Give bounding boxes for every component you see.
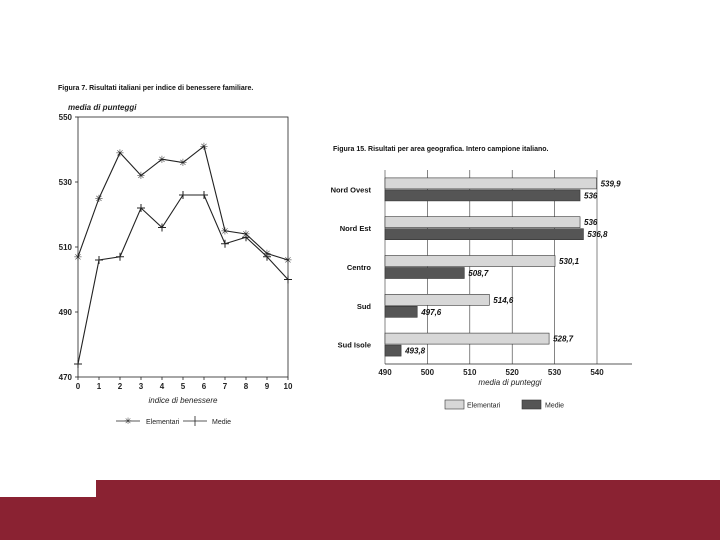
figure-7-series-line-elementari [77, 145, 289, 261]
figure-7-xtick-label: 10 [284, 382, 293, 391]
figure-15-data-label: 508,7 [468, 269, 489, 278]
figure-7-point-medie [221, 239, 229, 248]
figure-7-xtick-label: 0 [76, 382, 81, 391]
figure-7-point-medie [116, 252, 124, 261]
figure-15-data-label: 493,8 [404, 347, 426, 356]
figure-7-ylabel: media di punteggi [68, 103, 137, 112]
figure-15-category-label: Centro [347, 263, 372, 272]
figure-7-ytick-label: 550 [59, 113, 73, 122]
figure-15-xlabel: media di punteggi [478, 378, 541, 387]
footer-tab [96, 480, 720, 500]
figure-15-xtick-label: 520 [506, 368, 520, 377]
figure-7-xtick-label: 4 [160, 382, 165, 391]
figure-15-bar-medie [384, 189, 581, 202]
figure-15-xtick-label: 530 [548, 368, 562, 377]
figure-7-point-medie [242, 233, 250, 242]
figure-7-point-medie [95, 256, 103, 264]
figure-15-data-label: 514,6 [493, 296, 514, 305]
figure-7-xtick-label: 3 [139, 382, 144, 391]
figure-7: Figura 7. Risultati italiani per indice … [58, 85, 293, 426]
figure-7-ytick-label: 470 [59, 373, 73, 382]
figure-7-xtick-label: 2 [118, 382, 123, 391]
figure-15-bar-elementari [384, 216, 581, 228]
figure-7-series-line-medie [77, 194, 289, 365]
figure-15-bar-elementari [384, 177, 597, 190]
figure-7-point-elementari: ✳ [158, 155, 166, 166]
footer-band [0, 497, 720, 540]
figure-7-xtick-label: 8 [244, 382, 249, 391]
figure-15-category-label: Nord Est [340, 224, 372, 233]
figure-7-point-elementari: ✳ [179, 158, 187, 169]
figure-7-point-medie [137, 204, 145, 212]
figure-15-title: Figura 15. Risultati per area geografica… [333, 146, 549, 153]
legend-swatch-medie [521, 399, 542, 410]
figure-15-category-label: Nord Ovest [331, 185, 372, 194]
figure-7-point-medie [284, 275, 292, 284]
asterisk-marker-icon: ✳ [124, 416, 132, 426]
figure-15-xtick-label: 540 [590, 368, 604, 377]
figure-15-bar-medie [384, 344, 402, 357]
figure-7-ytick-label: 510 [59, 243, 73, 252]
figure-7-point-elementari: ✳ [221, 226, 229, 237]
figure-7-point-medie [179, 191, 187, 199]
figure-7-ytick-label: 530 [59, 178, 73, 187]
figure-15-data-label: 528,7 [553, 335, 574, 344]
legend-elementari-15: Elementari [467, 403, 501, 410]
figure-7-point-elementari: ✳ [74, 252, 82, 263]
legend-elementari: Elementari [146, 419, 180, 426]
figure-15-bar-medie [384, 228, 584, 240]
figure-7-point-elementari: ✳ [137, 171, 145, 182]
figure-15-data-label: 530,1 [559, 257, 580, 266]
figure-15-bar-elementari [384, 293, 490, 306]
figure-15-bar-elementari [384, 255, 556, 267]
figure-7-ytick-label: 490 [59, 308, 73, 317]
figure-7-point-medie [200, 191, 208, 199]
figure-7-point-medie [263, 252, 271, 261]
figure-15-xtick-label: 500 [421, 368, 435, 377]
figure-15-bar-medie [384, 267, 465, 279]
figure-7-xlabel: indice di benessere [149, 396, 218, 405]
figure-15-data-label: 536,8 [587, 230, 608, 239]
figure-7-point-medie [158, 223, 166, 232]
figure-15-legend: Elementari Medie [444, 399, 564, 410]
figure-15-data-label: 536 [584, 218, 598, 227]
figure-7-point-elementari: ✳ [116, 148, 124, 159]
legend-medie-15: Medie [545, 403, 564, 410]
figure-7-xtick-label: 5 [181, 382, 186, 391]
figure-15-data-label: 536 [584, 191, 598, 200]
figure-7-point-medie [74, 360, 82, 368]
figure-7-xtick-label: 1 [97, 382, 102, 391]
figure-7-xtick-label: 6 [202, 382, 207, 391]
figure-7-title: Figura 7. Risultati italiani per indice … [58, 85, 253, 92]
figure-7-xtick-label: 7 [223, 382, 228, 391]
figure-15: Figura 15. Risultati per area geografica… [331, 146, 632, 410]
figure-7-legend: ✳ Elementari Medie [116, 416, 231, 426]
figure-15-bar-elementari [384, 332, 550, 345]
figure-15-xtick-label: 490 [378, 368, 392, 377]
legend-swatch-elementari [444, 399, 465, 410]
figure-15-category-label: Sud [357, 302, 372, 311]
figure-15-category-label: Sud Isole [338, 341, 371, 350]
figure-15-data-label: 497,6 [420, 308, 442, 317]
figure-7-xtick-label: 9 [265, 382, 270, 391]
figure-7-point-elementari: ✳ [200, 142, 208, 153]
figure-15-bar-medie [384, 305, 418, 318]
legend-medie: Medie [212, 419, 231, 426]
figure-7-point-elementari: ✳ [284, 256, 292, 267]
figure-15-xtick-label: 510 [463, 368, 477, 377]
figure-15-data-label: 539,9 [601, 179, 622, 188]
figure-7-point-elementari: ✳ [95, 194, 103, 205]
